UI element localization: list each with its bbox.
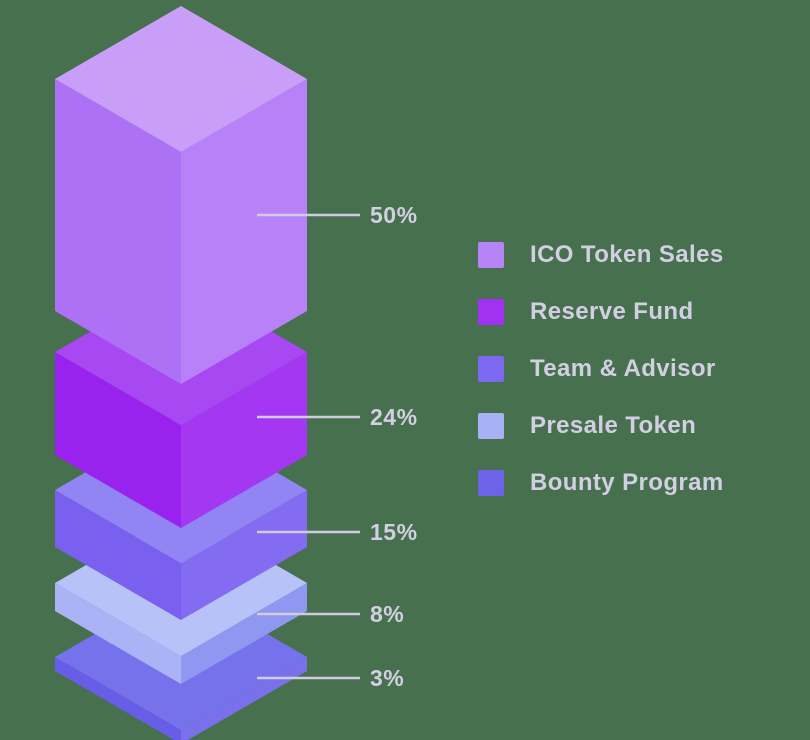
block-bounty-program-left-face — [55, 657, 181, 740]
percent-label-ico-token-sales: 50% — [370, 202, 418, 228]
legend-label-bounty-program: Bounty Program — [530, 469, 724, 496]
block-team-advisor-right-face — [181, 490, 307, 620]
legend-swatch-presale-token — [478, 413, 504, 439]
legend-label-team-advisor: Team & Advisor — [530, 355, 716, 382]
legend-item-presale-token: Presale Token — [478, 412, 724, 439]
percent-label-bounty-program: 3% — [370, 665, 405, 691]
legend-swatch-ico-token-sales — [478, 242, 504, 268]
block-ico-token-sales-top-face — [55, 6, 307, 152]
block-ico-token-sales-right-face — [181, 79, 307, 384]
legend-item-bounty-program: Bounty Program — [478, 469, 724, 496]
block-ico-token-sales — [55, 6, 307, 384]
block-team-advisor-left-face — [55, 490, 181, 620]
legend: ICO Token Sales Reserve Fund Team & Advi… — [478, 241, 724, 527]
block-reserve-fund-right-face — [181, 352, 307, 528]
block-presale-token-left-face — [55, 583, 181, 684]
legend-label-ico-token-sales: ICO Token Sales — [530, 241, 724, 268]
legend-swatch-reserve-fund — [478, 299, 504, 325]
legend-item-team-advisor: Team & Advisor — [478, 355, 724, 382]
legend-item-ico-token-sales: ICO Token Sales — [478, 241, 724, 268]
legend-swatch-team-advisor — [478, 356, 504, 382]
block-reserve-fund-left-face — [55, 352, 181, 528]
block-presale-token-right-face — [181, 583, 307, 684]
block-ico-token-sales-left-face — [55, 79, 181, 384]
percent-label-presale-token: 8% — [370, 601, 405, 627]
legend-label-reserve-fund: Reserve Fund — [530, 298, 694, 325]
legend-label-presale-token: Presale Token — [530, 412, 697, 439]
percent-label-reserve-fund: 24% — [370, 404, 418, 430]
legend-item-reserve-fund: Reserve Fund — [478, 298, 724, 325]
legend-swatch-bounty-program — [478, 470, 504, 496]
percent-label-team-advisor: 15% — [370, 519, 418, 545]
